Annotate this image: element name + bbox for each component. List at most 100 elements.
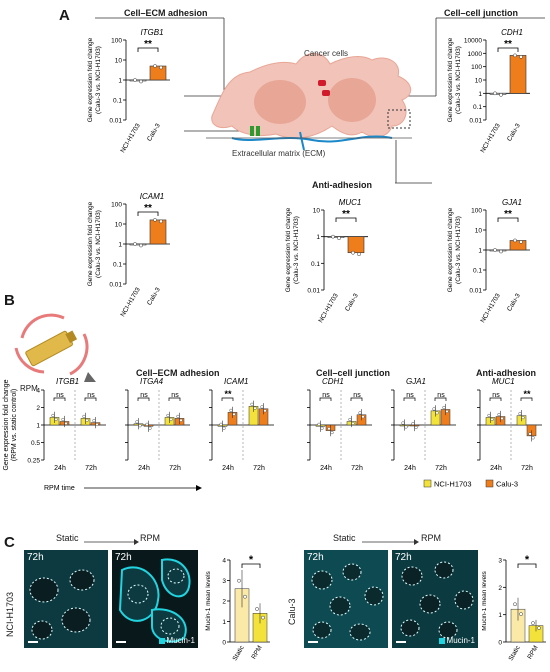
nucleus-left [254,80,306,124]
micro-time: 72h [307,552,324,563]
chart-title: ITGB1 [140,28,163,37]
data-point [166,413,170,418]
stain-legend: Mucin-1 [438,636,475,645]
x-tick-label: 72h [85,465,97,472]
sig-marker: ns [56,392,64,399]
data-point [317,422,321,426]
x-tick-label: 72h [253,465,265,472]
data-point [513,53,517,58]
chart-title: CDH1 [501,28,523,37]
y-axis-label: Mucin-1 mean levels [205,570,212,630]
x-tick-label: 72h [435,465,447,472]
sig-bracket [489,397,502,401]
data-point [139,243,143,248]
data-point [531,621,535,625]
x-tick-label: 24h [404,465,416,472]
ecm-fiber [299,131,305,151]
y-axis-label: Gene expression fold change(RPM vs. stat… [3,379,18,470]
sig-marker: ** [504,39,512,50]
sig-bracket [241,563,261,568]
data-point [401,421,405,425]
ecm-label: Extracellular matrix (ECM) [232,149,326,158]
a-anti-title: Anti-adhesion [312,180,372,190]
scale-bar [308,641,318,643]
chart-title: GJA1 [502,198,522,207]
micrograph-nci-static: 72h [24,550,108,648]
data-point [145,422,149,426]
x-tick-label: Static [508,644,523,662]
data-point [499,92,503,97]
sig-bracket [137,397,150,401]
y-tick-label: 0 [498,640,502,647]
arrow-right-icon [196,485,202,491]
data-point [159,65,163,70]
sig-marker: ns [322,392,330,399]
sig-marker: * [249,554,254,566]
b-ecm-title: Cell–ECM adhesion [136,368,220,378]
sig-marker: ns [140,392,148,399]
c-static-label: Static [56,533,79,543]
y-tick-label: 0.1 [113,98,122,105]
data-point [404,425,408,429]
c-arrows [84,539,419,545]
y-axis-label: Gene expression fold change(Calu-3 vs. N… [447,207,462,292]
chart-title: MUC1 [339,198,362,207]
data-point [414,425,418,430]
x-tick-label: RPM [526,645,539,661]
micro-time: 72h [27,552,44,563]
data-point [493,248,497,252]
legend-label-calu: Calu-3 [496,480,518,489]
data-point [133,78,137,82]
data-point [85,418,89,422]
y-tick-label: 0.1 [473,268,482,275]
data-point [537,626,541,630]
data-point [445,409,449,414]
sig-bracket [137,211,159,216]
data-point [442,405,446,410]
y-tick-label: 100 [111,202,122,209]
cancer-cells-label: Cancer cells [304,49,348,58]
y-tick-label: 3 [498,558,502,565]
sig-bracket [520,397,533,401]
ecm-fiber [231,135,393,143]
data-point [255,607,259,611]
data-point [263,409,267,413]
y-tick-label: 10 [313,208,321,215]
data-point [499,249,503,254]
data-point [519,612,523,616]
b-anti-title: Anti-adhesion [476,368,536,378]
y-tick-label: 3 [222,578,226,585]
bar [149,65,167,81]
y-tick-label: 100 [471,208,482,215]
data-point [348,417,352,422]
y-tick-label: 1 [478,248,482,255]
a-cc-title: Cell–cell junction [444,8,519,18]
micrograph-nci-rpm: 72h Mucin-1 [112,550,198,648]
gene-title: GJA1 [406,378,426,386]
sig-bracket [221,397,234,401]
data-point [135,420,139,424]
data-point [320,426,324,430]
sig-marker: ns [406,392,414,399]
sig-bracket [168,397,181,401]
data-point [330,430,334,435]
sig-bracket [84,397,97,401]
flask-icon [25,330,73,367]
y-tick-label: 1000 [468,51,483,58]
rpm-device [14,313,96,382]
data-point [253,406,257,410]
data-point [500,416,504,421]
data-point [51,413,55,418]
rpm-time-label: RPM time [44,485,75,492]
y-tick-label: 10 [475,78,483,85]
cancer-cell-body [211,53,412,139]
x-tick-label: Static [232,644,247,662]
y-tick-label: 4 [222,558,226,565]
data-point [179,418,183,422]
y-tick-label: 2 [222,599,226,606]
data-point [95,422,99,427]
y-tick-label: 1 [316,234,320,241]
y-axis-label: Gene expression fold change(Calu-3 vs. N… [447,37,462,122]
data-point [232,412,236,416]
x-tick-label: 72h [521,465,533,472]
